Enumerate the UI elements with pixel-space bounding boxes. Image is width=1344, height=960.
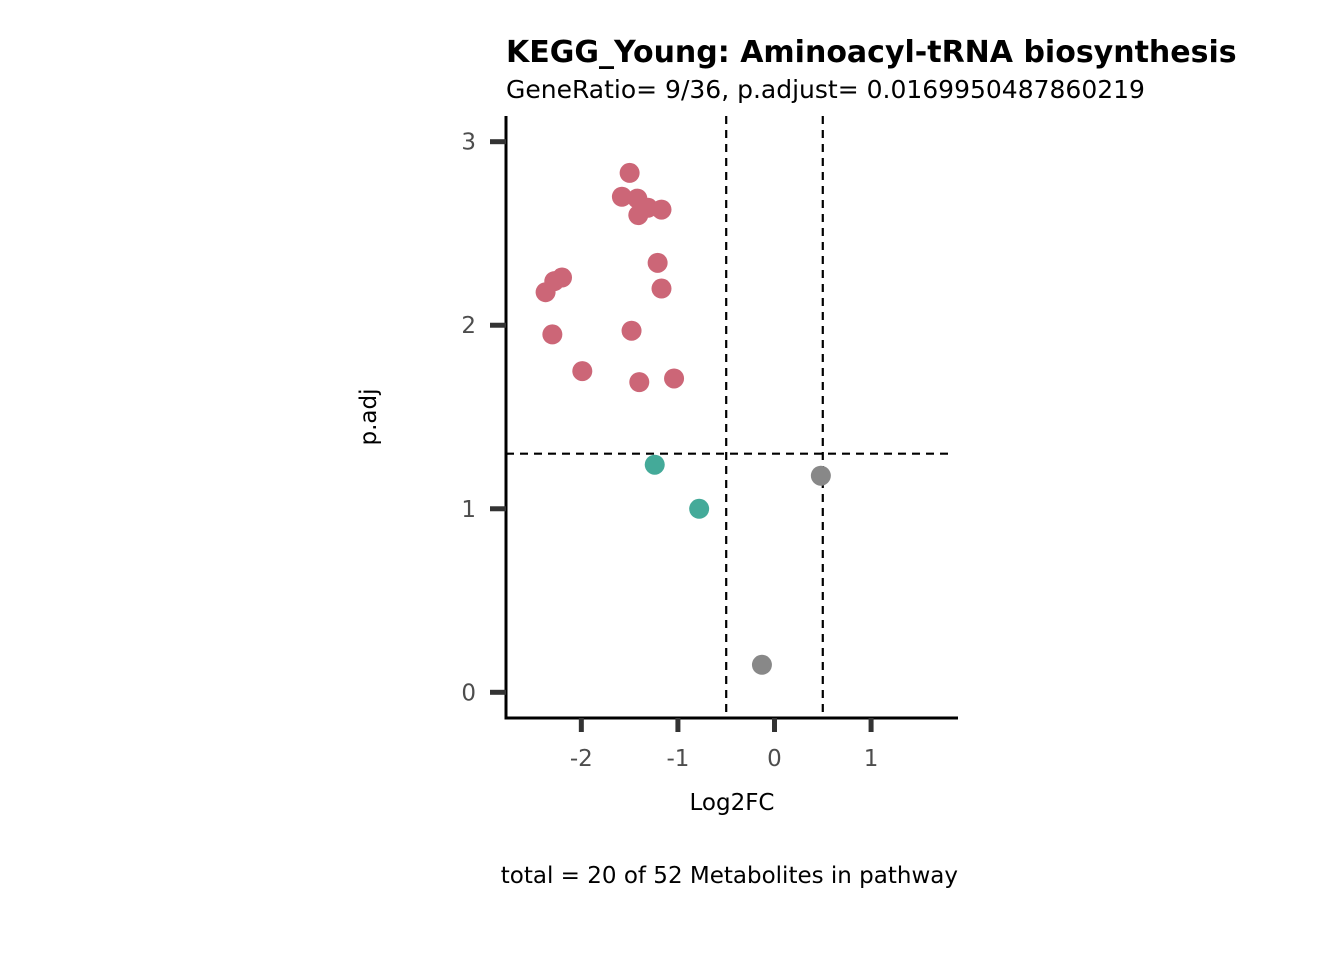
data-point: [644, 454, 665, 475]
x-tick-label: -1: [666, 746, 689, 772]
data-point: [810, 465, 831, 486]
data-point: [664, 368, 685, 389]
data-point: [619, 162, 640, 183]
data-point: [647, 252, 668, 273]
x-axis-ticks: -2 -1 0 1: [570, 718, 879, 772]
data-point: [542, 324, 563, 345]
data-points: [535, 162, 831, 675]
chart-caption: total = 20 of 52 Metabolites in pathway: [501, 863, 958, 889]
y-tick-label: 0: [461, 680, 476, 706]
y-tick-label: 2: [461, 313, 476, 339]
x-tick-label: 1: [864, 746, 879, 772]
data-point: [629, 372, 650, 393]
data-point: [751, 654, 772, 675]
chart-title: KEGG_Young: Aminoacyl-tRNA biosynthesis: [506, 35, 1237, 70]
x-axis-title: Log2FC: [689, 790, 774, 816]
chart-subtitle: GeneRatio= 9/36, p.adjust= 0.01699504878…: [506, 75, 1145, 104]
x-tick-label: 0: [767, 746, 782, 772]
y-axis-title: p.adj: [356, 389, 382, 446]
data-point: [611, 186, 632, 207]
data-point: [689, 498, 710, 519]
data-point: [628, 205, 649, 226]
data-point: [535, 282, 556, 303]
data-point: [621, 320, 642, 341]
threshold-lines: [506, 116, 950, 718]
y-tick-label: 1: [461, 497, 476, 523]
y-axis-ticks: 0 1 2 3: [461, 130, 506, 706]
data-point: [572, 361, 593, 382]
data-point: [651, 278, 672, 299]
data-point: [651, 199, 672, 220]
y-tick-label: 3: [461, 130, 476, 156]
x-tick-label: -2: [570, 746, 593, 772]
